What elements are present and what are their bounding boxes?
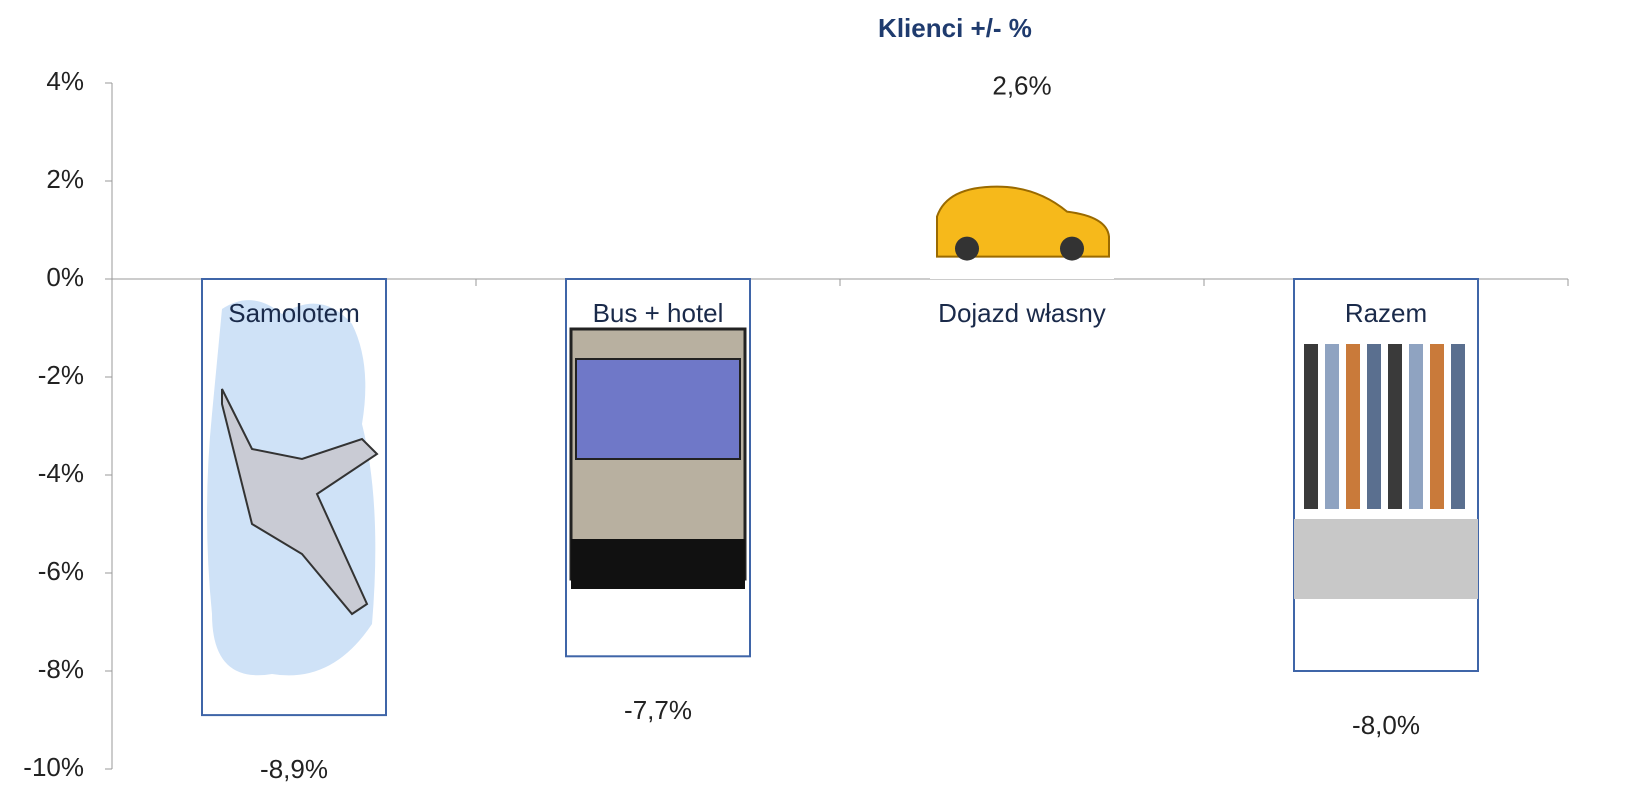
people-icon bbox=[1325, 344, 1339, 509]
category-label: Dojazd własny bbox=[938, 298, 1106, 328]
people-icon bbox=[1346, 344, 1360, 509]
y-tick-label: -2% bbox=[38, 360, 84, 390]
category-label: Razem bbox=[1345, 298, 1427, 328]
car-wheel bbox=[955, 237, 979, 261]
value-label: -8,0% bbox=[1352, 710, 1420, 740]
bar bbox=[1294, 279, 1478, 671]
y-tick-label: 0% bbox=[46, 262, 84, 292]
category-label: Bus + hotel bbox=[593, 298, 724, 328]
reflection bbox=[1294, 519, 1478, 599]
people-icon bbox=[1409, 344, 1423, 509]
people-icon bbox=[1451, 344, 1465, 509]
people-icon bbox=[1430, 344, 1444, 509]
y-tick-label: 4% bbox=[46, 66, 84, 96]
chart: Klienci +/- % -10% -8% -6% -4% -2% 0% 2% 4% -8,9… bbox=[0, 0, 1626, 812]
y-tick-label: -8% bbox=[38, 654, 84, 684]
people-icon bbox=[1304, 344, 1318, 509]
people-icon bbox=[1367, 344, 1381, 509]
value-label: -7,7% bbox=[624, 695, 692, 725]
car-wheel bbox=[1060, 237, 1084, 261]
y-tick-label: -4% bbox=[38, 458, 84, 488]
value-label: 2,6% bbox=[992, 70, 1051, 100]
category-label: Samolotem bbox=[228, 298, 360, 328]
value-label: -8,9% bbox=[260, 754, 328, 784]
chart-title: Klienci +/- % bbox=[878, 13, 1032, 43]
people-icon bbox=[1388, 344, 1402, 509]
y-tick-label: 2% bbox=[46, 164, 84, 194]
y-tick-label: -10% bbox=[23, 752, 84, 782]
page: Klienci +/- % -10% -8% -6% -4% -2% 0% 2% 4% -8,9… bbox=[0, 0, 1626, 812]
y-tick-label: -6% bbox=[38, 556, 84, 586]
bar-icon bbox=[571, 329, 745, 589]
bar-icon bbox=[207, 300, 377, 675]
bus-window bbox=[576, 359, 740, 459]
bus-wheels bbox=[571, 539, 745, 589]
